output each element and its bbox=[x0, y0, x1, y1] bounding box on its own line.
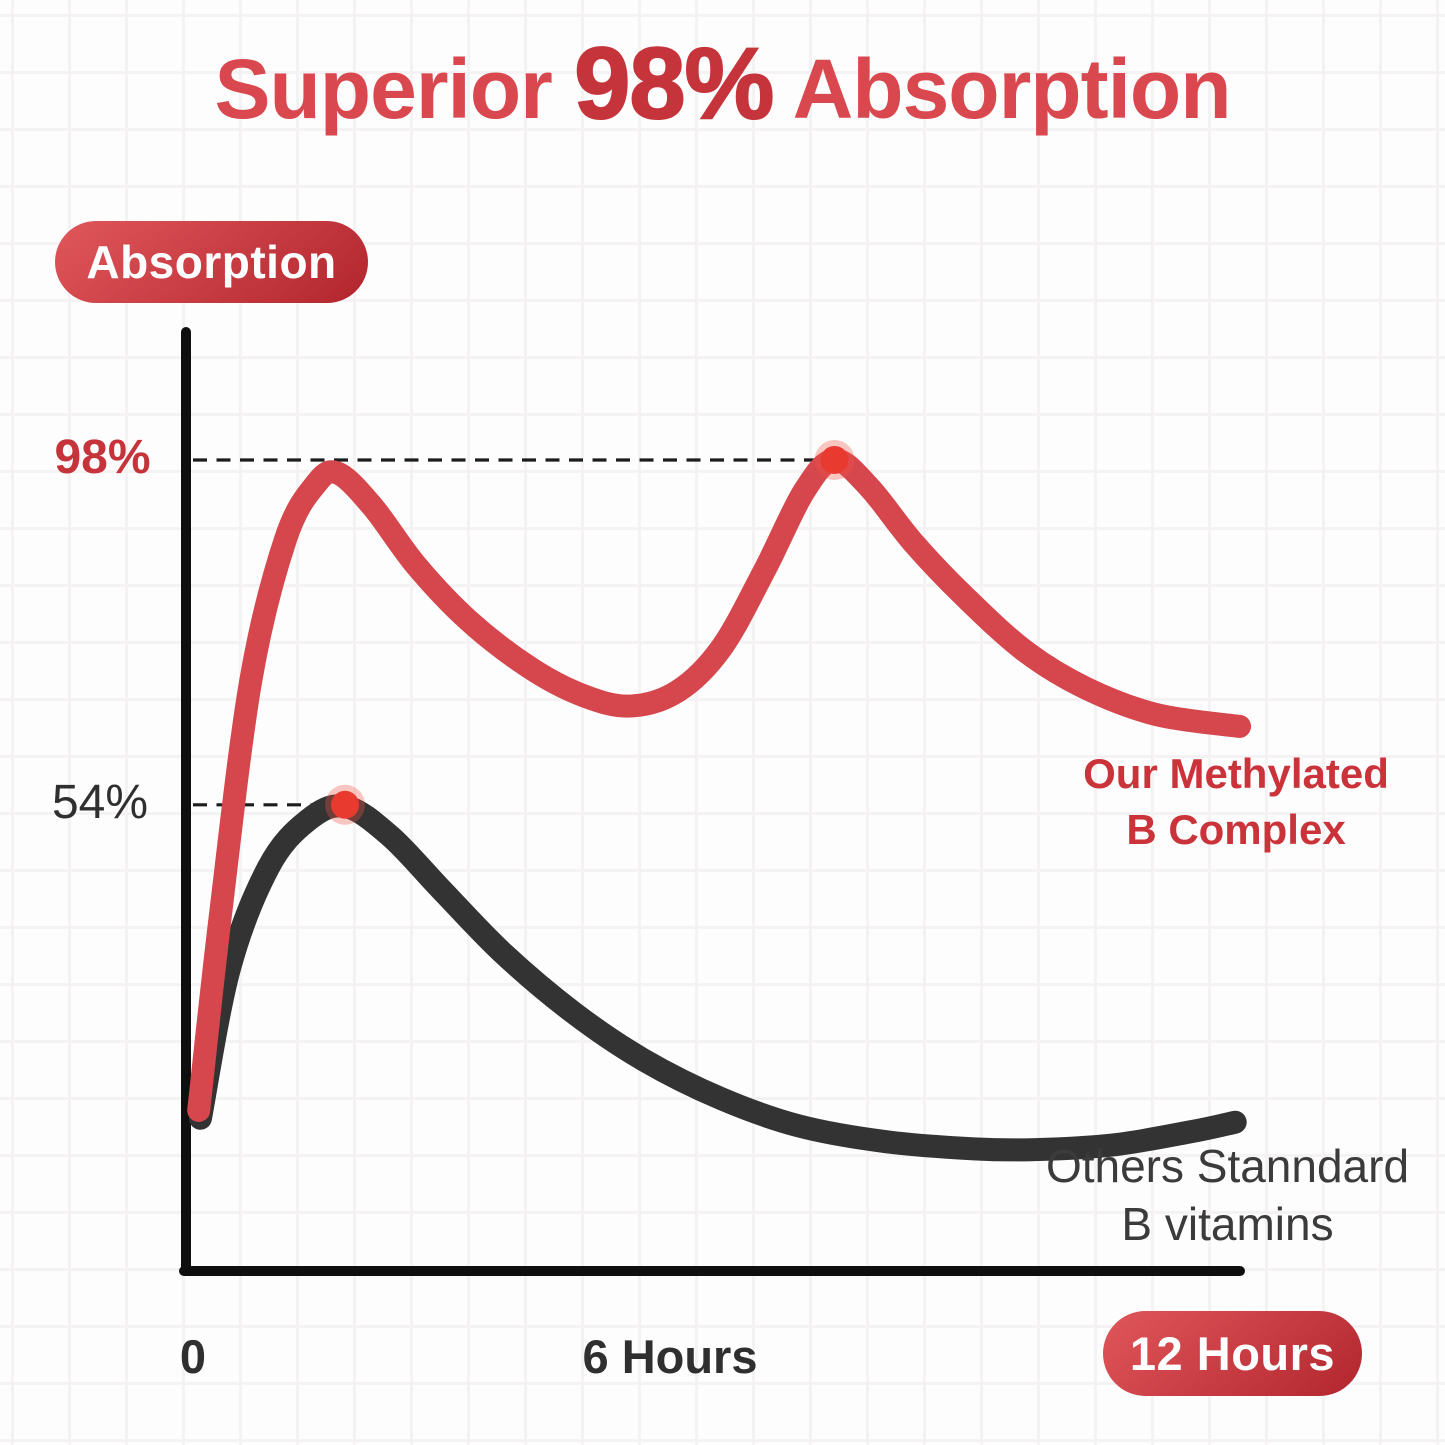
legend-black-series: Others Stanndard B vitamins bbox=[1015, 1137, 1440, 1253]
black-peak-value-label: 54% bbox=[51, 776, 149, 829]
x-tick-12-hours-badge: 12 Hours bbox=[1103, 1311, 1362, 1396]
title-suffix: Absorption bbox=[792, 42, 1232, 136]
legend-red-series: Our Methylated B Complex bbox=[1040, 746, 1432, 858]
title-prefix: Superior bbox=[214, 42, 552, 136]
x-tick-0: 0 bbox=[179, 1330, 207, 1383]
peak-dot bbox=[331, 790, 360, 819]
title-highlight: 98% bbox=[573, 27, 775, 141]
page-title: Superior 98% Absorption bbox=[0, 27, 1445, 145]
series-curve-black bbox=[188, 794, 1247, 1162]
peak-dot bbox=[820, 445, 849, 474]
legend-red-line-2: B Complex bbox=[1126, 806, 1346, 853]
legend-black-line-2: B vitamins bbox=[1121, 1198, 1334, 1250]
x-tick-6-hours: 6 Hours bbox=[582, 1330, 758, 1383]
legend-red-line-1: Our Methylated bbox=[1083, 750, 1389, 797]
series-curve-red bbox=[187, 448, 1252, 1122]
legend-black-line-1: Others Stanndard bbox=[1045, 1140, 1410, 1192]
y-axis-badge: Absorption bbox=[55, 221, 368, 303]
red-peak-value-label: 98% bbox=[54, 431, 151, 484]
